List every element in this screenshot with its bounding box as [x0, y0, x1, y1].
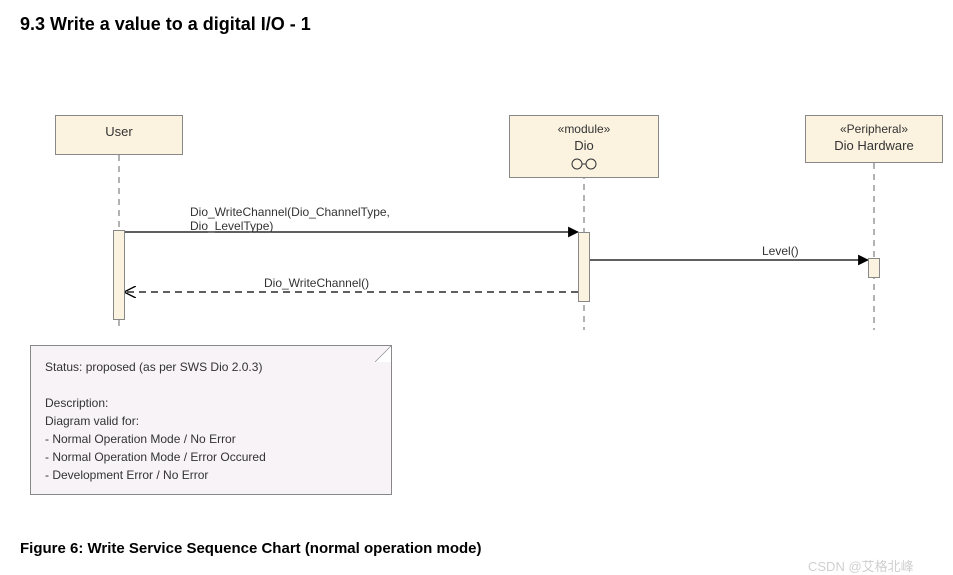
lifeline-stereotype: «module»: [514, 122, 654, 136]
lifeline-name: User: [60, 124, 178, 139]
uml-note: Status: proposed (as per SWS Dio 2.0.3) …: [30, 345, 392, 495]
figure-caption: Figure 6: Write Service Sequence Chart (…: [20, 540, 482, 557]
lifeline-user: User: [55, 115, 183, 155]
note-line: - Normal Operation Mode / No Error: [45, 430, 377, 448]
message-label: Dio_WriteChannel(Dio_ChannelType,Dio_Lev…: [190, 205, 390, 233]
note-line: Description:: [45, 394, 377, 412]
note-fold-icon: [375, 346, 391, 362]
lifeline-stereotype: «Peripheral»: [810, 122, 938, 136]
note-line: - Development Error / No Error: [45, 466, 377, 484]
lifeline-dio: «module» Dio: [509, 115, 659, 178]
note-line: - Normal Operation Mode / Error Occured: [45, 448, 377, 466]
section-heading: 9.3 Write a value to a digital I/O - 1: [20, 14, 311, 35]
note-line: Diagram valid for:: [45, 412, 377, 430]
note-line: [45, 376, 377, 394]
watermark-text: CSDN @艾格北峰: [808, 556, 914, 575]
lifeline-name: Dio: [514, 138, 654, 153]
glasses-icon: [514, 157, 654, 173]
message-label: Dio_WriteChannel(): [264, 276, 369, 290]
activation-bar: [113, 230, 125, 320]
lifeline-hw: «Peripheral» Dio Hardware: [805, 115, 943, 163]
message-label: Level(): [762, 244, 799, 258]
activation-bar: [578, 232, 590, 302]
lifeline-name: Dio Hardware: [810, 138, 938, 153]
activation-bar: [868, 258, 880, 278]
note-line: Status: proposed (as per SWS Dio 2.0.3): [45, 358, 377, 376]
